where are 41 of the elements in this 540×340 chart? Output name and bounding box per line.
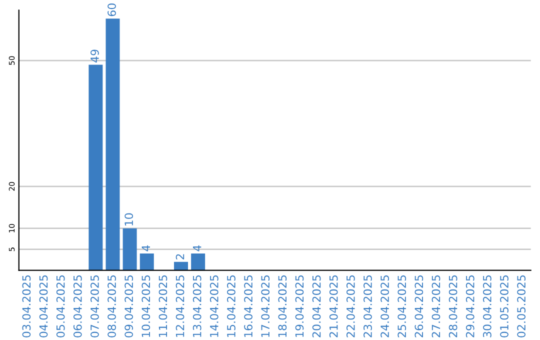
x-tick-label: 12.04.2025 — [176, 275, 184, 337]
bar — [88, 64, 103, 270]
x-tick-label: 05.04.2025 — [56, 275, 65, 338]
x-tick-label: 25.04.2025 — [398, 275, 406, 338]
x-tick-label: 10.04.2025 — [142, 275, 150, 337]
x-tick-label: 22.04.2025 — [346, 275, 355, 338]
x-tick-label: 29.04.2025 — [466, 275, 474, 338]
x-tick-label: 15.04.2025 — [227, 275, 236, 337]
x-tick-label: 18.04.2025 — [278, 275, 287, 337]
x-tick-label: 30.04.2025 — [482, 275, 492, 338]
x-tick-label: 13.04.2025 — [192, 275, 202, 337]
x-tick-label: 07.04.2025 — [90, 275, 99, 338]
x-tick-label: 14.04.2025 — [210, 275, 218, 337]
x-tick-label: 16.04.2025 — [244, 275, 252, 337]
x-tick-label: 27.04.2025 — [432, 275, 440, 338]
data-label: 10 — [124, 213, 134, 226]
x-tick-label: 20.04.2025 — [312, 275, 321, 338]
data-label: 2 — [176, 254, 184, 260]
x-tick-label: 02.05.2025 — [517, 275, 526, 338]
data-label: 4 — [142, 245, 150, 252]
x-tick-label: 19.04.2025 — [295, 275, 304, 337]
x-tick-label: 17.04.2025 — [261, 275, 270, 337]
x-tick-label: 04.04.2025 — [39, 275, 48, 338]
x-tick-label: 24.04.2025 — [380, 275, 389, 338]
bar — [140, 254, 154, 270]
x-tick-label: 09.04.2025 — [124, 275, 134, 338]
x-tick-label: 01.05.2025 — [500, 275, 508, 338]
x-tick-label: 06.04.2025 — [73, 275, 82, 338]
bar — [191, 254, 206, 270]
bar — [122, 228, 137, 270]
data-label: 4 — [193, 245, 202, 252]
x-tick-label: 23.04.2025 — [364, 275, 372, 338]
x-tick-label: 11.04.2025 — [158, 275, 168, 337]
x-tick-label: 26.04.2025 — [414, 275, 424, 338]
data-label: 49 — [90, 50, 99, 63]
x-tick-label: 08.04.2025 — [108, 275, 116, 338]
data-label: 60 — [108, 4, 116, 16]
x-tick-label: 21.04.2025 — [329, 275, 338, 338]
x-tick-label: 03.04.2025 — [22, 275, 31, 338]
bar — [106, 18, 120, 270]
x-tick-label: 28.04.2025 — [448, 275, 458, 338]
